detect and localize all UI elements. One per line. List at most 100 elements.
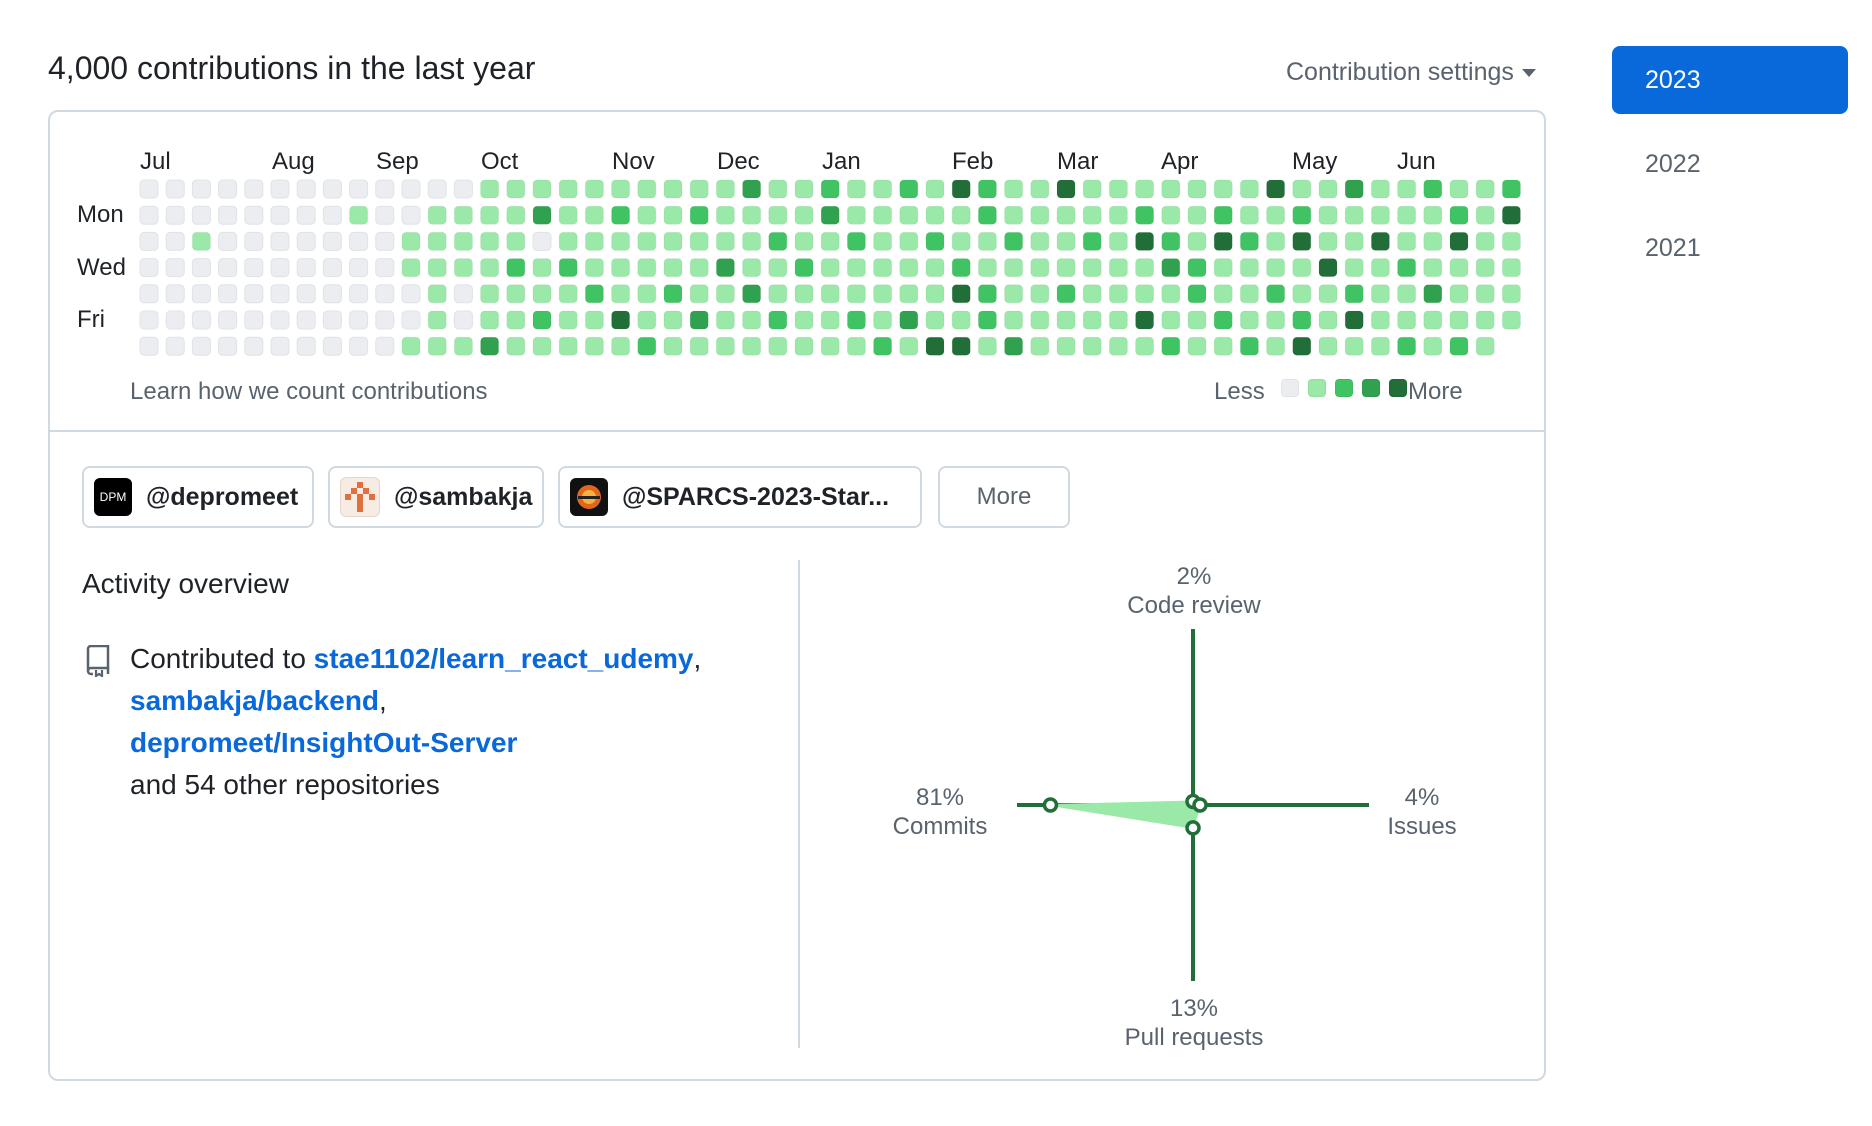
contribution-day-cell[interactable] <box>322 258 342 278</box>
contribution-day-cell[interactable] <box>1135 310 1155 330</box>
contribution-day-cell[interactable] <box>1423 310 1443 330</box>
contribution-day-cell[interactable] <box>663 336 683 356</box>
contribution-day-cell[interactable] <box>1449 205 1469 225</box>
contribution-day-cell[interactable] <box>584 336 604 356</box>
contribution-day-cell[interactable] <box>1475 205 1495 225</box>
contribution-day-cell[interactable] <box>899 231 919 251</box>
learn-contributions-link[interactable]: Learn how we count contributions <box>130 378 488 405</box>
contribution-day-cell[interactable] <box>1030 231 1050 251</box>
contribution-day-cell[interactable] <box>925 205 945 225</box>
contribution-day-cell[interactable] <box>532 205 552 225</box>
contribution-day-cell[interactable] <box>794 336 814 356</box>
contribution-day-cell[interactable] <box>584 284 604 304</box>
contribution-day-cell[interactable] <box>1292 258 1312 278</box>
contribution-day-cell[interactable] <box>1397 179 1417 199</box>
contribution-day-cell[interactable] <box>191 179 211 199</box>
contribution-day-cell[interactable] <box>951 179 971 199</box>
contribution-day-cell[interactable] <box>296 205 316 225</box>
contribution-day-cell[interactable] <box>1108 284 1128 304</box>
contribution-day-cell[interactable] <box>1449 231 1469 251</box>
contribution-day-cell[interactable] <box>794 231 814 251</box>
contribution-day-cell[interactable] <box>532 310 552 330</box>
contribution-day-cell[interactable] <box>1370 179 1390 199</box>
contribution-day-cell[interactable] <box>1135 258 1155 278</box>
contribution-day-cell[interactable] <box>1344 179 1364 199</box>
contribution-day-cell[interactable] <box>218 258 238 278</box>
contribution-day-cell[interactable] <box>637 310 657 330</box>
contribution-day-cell[interactable] <box>322 231 342 251</box>
contribution-day-cell[interactable] <box>427 310 447 330</box>
contribution-day-cell[interactable] <box>1161 310 1181 330</box>
contribution-day-cell[interactable] <box>1449 179 1469 199</box>
contribution-day-cell[interactable] <box>1213 179 1233 199</box>
contribution-day-cell[interactable] <box>218 205 238 225</box>
contribution-day-cell[interactable] <box>1266 310 1286 330</box>
contribution-day-cell[interactable] <box>1187 284 1207 304</box>
contribution-day-cell[interactable] <box>165 179 185 199</box>
contribution-day-cell[interactable] <box>1082 179 1102 199</box>
contribution-day-cell[interactable] <box>637 284 657 304</box>
contribution-day-cell[interactable] <box>244 205 264 225</box>
contribution-day-cell[interactable] <box>1370 310 1390 330</box>
contribution-day-cell[interactable] <box>1161 179 1181 199</box>
contribution-day-cell[interactable] <box>925 310 945 330</box>
contribution-day-cell[interactable] <box>1213 336 1233 356</box>
contribution-day-cell[interactable] <box>689 258 709 278</box>
contribution-day-cell[interactable] <box>977 258 997 278</box>
contribution-day-cell[interactable] <box>191 284 211 304</box>
contribution-day-cell[interactable] <box>820 284 840 304</box>
contribution-day-cell[interactable] <box>794 179 814 199</box>
contribution-day-cell[interactable] <box>1449 284 1469 304</box>
contribution-day-cell[interactable] <box>427 258 447 278</box>
contribution-day-cell[interactable] <box>768 179 788 199</box>
contribution-day-cell[interactable] <box>191 310 211 330</box>
contribution-day-cell[interactable] <box>322 284 342 304</box>
contribution-day-cell[interactable] <box>1030 336 1050 356</box>
contribution-day-cell[interactable] <box>453 205 473 225</box>
contribution-day-cell[interactable] <box>270 179 290 199</box>
contribution-day-cell[interactable] <box>1187 231 1207 251</box>
contribution-day-cell[interactable] <box>1135 231 1155 251</box>
contribution-day-cell[interactable] <box>611 231 631 251</box>
contribution-day-cell[interactable] <box>794 205 814 225</box>
contribution-day-cell[interactable] <box>558 179 578 199</box>
contribution-day-cell[interactable] <box>611 310 631 330</box>
contribution-day-cell[interactable] <box>1475 284 1495 304</box>
repo-link[interactable]: stae1102/learn_react_udemy <box>313 643 694 674</box>
contribution-day-cell[interactable] <box>1108 205 1128 225</box>
contribution-day-cell[interactable] <box>506 310 526 330</box>
org-filter-sparcs[interactable]: @SPARCS-2023-Star... <box>558 466 922 528</box>
contribution-day-cell[interactable] <box>1239 179 1259 199</box>
contribution-day-cell[interactable] <box>401 179 421 199</box>
contribution-day-cell[interactable] <box>663 258 683 278</box>
contribution-day-cell[interactable] <box>506 336 526 356</box>
contribution-day-cell[interactable] <box>611 336 631 356</box>
contribution-day-cell[interactable] <box>349 179 369 199</box>
contribution-day-cell[interactable] <box>244 231 264 251</box>
contribution-day-cell[interactable] <box>480 179 500 199</box>
year-2021-button[interactable]: 2021 <box>1645 234 1701 262</box>
contribution-day-cell[interactable] <box>427 336 447 356</box>
contribution-day-cell[interactable] <box>611 179 631 199</box>
contribution-day-cell[interactable] <box>480 284 500 304</box>
contribution-day-cell[interactable] <box>689 310 709 330</box>
contribution-day-cell[interactable] <box>506 284 526 304</box>
contribution-day-cell[interactable] <box>1423 231 1443 251</box>
contribution-day-cell[interactable] <box>689 205 709 225</box>
contribution-day-cell[interactable] <box>977 310 997 330</box>
contribution-day-cell[interactable] <box>1004 284 1024 304</box>
contribution-day-cell[interactable] <box>480 205 500 225</box>
contribution-day-cell[interactable] <box>1397 205 1417 225</box>
contribution-day-cell[interactable] <box>1082 284 1102 304</box>
contribution-day-cell[interactable] <box>689 284 709 304</box>
contribution-day-cell[interactable] <box>742 258 762 278</box>
contribution-day-cell[interactable] <box>715 284 735 304</box>
contribution-day-cell[interactable] <box>349 336 369 356</box>
contribution-day-cell[interactable] <box>846 231 866 251</box>
contribution-day-cell[interactable] <box>1030 284 1050 304</box>
org-filter-sambakja[interactable]: @sambakja <box>328 466 544 528</box>
contribution-day-cell[interactable] <box>1056 205 1076 225</box>
contribution-day-cell[interactable] <box>1501 231 1521 251</box>
contribution-day-cell[interactable] <box>270 258 290 278</box>
contribution-day-cell[interactable] <box>925 231 945 251</box>
